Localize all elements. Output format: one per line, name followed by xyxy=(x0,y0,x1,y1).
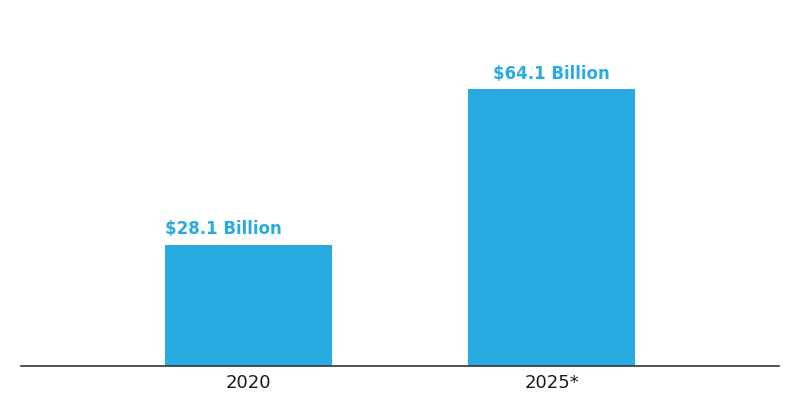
Text: $28.1 Billion: $28.1 Billion xyxy=(165,220,282,238)
Bar xyxy=(165,244,332,366)
Bar xyxy=(468,89,635,366)
Text: $64.1 Billion: $64.1 Billion xyxy=(494,65,610,83)
